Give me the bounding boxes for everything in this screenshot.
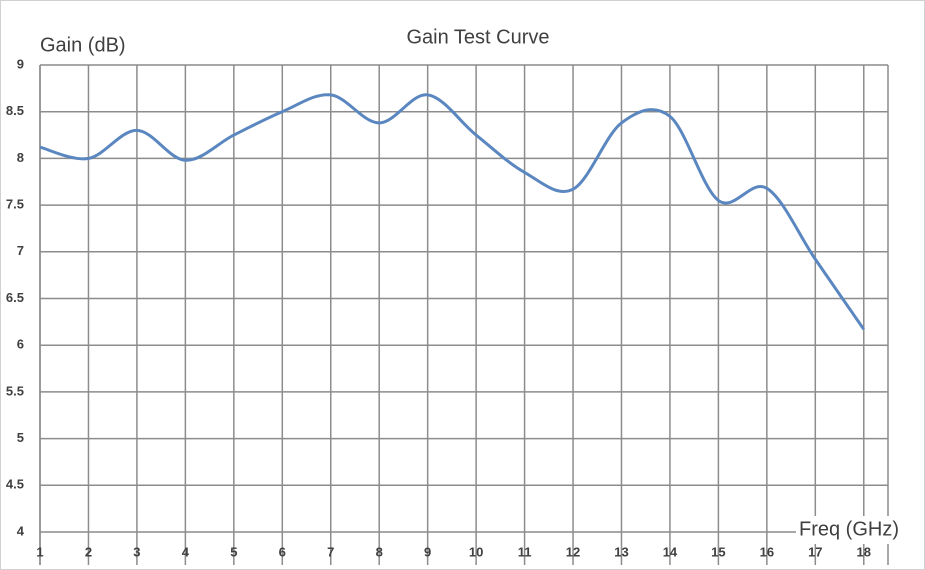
y-tick-label: 8.5 — [6, 103, 24, 118]
x-tick-label: 3 — [133, 544, 140, 559]
x-tick-label: 10 — [469, 544, 483, 559]
x-tick-label: 7 — [327, 544, 334, 559]
x-tick-label: 15 — [711, 544, 725, 559]
x-tick-label: 18 — [857, 544, 871, 559]
x-tick-label: 12 — [566, 544, 580, 559]
y-tick-label: 8 — [17, 150, 24, 165]
y-axis-label: Gain (dB) — [40, 34, 126, 56]
x-tick-label: 1 — [36, 544, 43, 559]
x-axis-label: Freq (GHz) — [799, 518, 899, 540]
x-tick-label: 6 — [279, 544, 286, 559]
x-tick-label: 2 — [85, 544, 92, 559]
x-tick-label: 13 — [614, 544, 628, 559]
y-tick-label: 7 — [17, 243, 24, 258]
x-tick-label: 14 — [663, 544, 678, 559]
marks — [39, 93, 866, 331]
x-tick-label: 16 — [760, 544, 774, 559]
x-tick-label: 9 — [424, 544, 431, 559]
y-tick-label: 4 — [17, 523, 25, 538]
y-tick-label: 5.5 — [6, 383, 24, 398]
y-tick-label: 7.5 — [6, 197, 24, 212]
y-tick-label: 6 — [17, 337, 24, 352]
x-tick-label: 8 — [376, 544, 383, 559]
y-tick-label: 4.5 — [6, 477, 24, 492]
x-tick-label: 17 — [808, 544, 822, 559]
y-tick-label: 6.5 — [6, 290, 24, 305]
x-tick-label: 4 — [182, 544, 190, 559]
y-tick-label: 5 — [17, 430, 24, 445]
line-series — [39, 93, 866, 331]
x-tick-label: 5 — [230, 544, 237, 559]
x-label-bg — [796, 516, 914, 544]
x-tick-label: 11 — [518, 544, 532, 559]
chart-title: Gain Test Curve — [406, 26, 549, 48]
y-tick-label: 9 — [17, 56, 24, 71]
